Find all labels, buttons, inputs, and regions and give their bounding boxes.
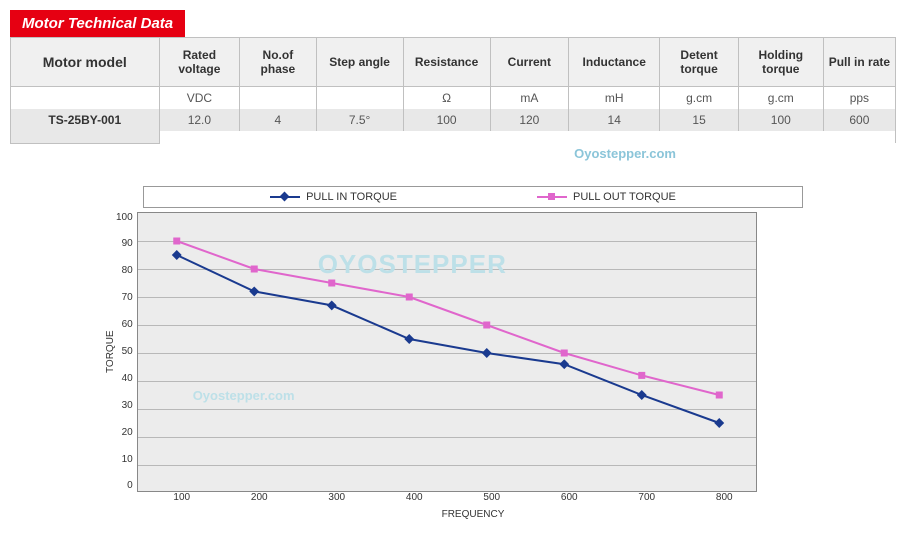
col-header: Motor model: [11, 38, 160, 87]
data-cell: 14: [569, 109, 660, 131]
watermark-text: Oyostepper.com: [10, 146, 896, 161]
col-header: Current: [490, 38, 569, 87]
col-header: Resistance: [403, 38, 490, 87]
y-axis-ticks: 1009080706050403020100: [116, 212, 137, 492]
data-cell: 120: [490, 109, 569, 131]
chart-legend: PULL IN TORQUE PULL OUT TORQUE: [143, 186, 803, 208]
unit-cell: mH: [569, 87, 660, 110]
unit-cell: g.cm: [738, 87, 823, 110]
unit-cell: mA: [490, 87, 569, 110]
col-header: Inductance: [569, 38, 660, 87]
unit-cell: pps: [823, 87, 895, 110]
col-header: Rated voltage: [159, 38, 240, 87]
plot-area: OYOSTEPPER Oyostepper.com: [137, 212, 757, 492]
torque-chart: PULL IN TORQUE PULL OUT TORQUE TORQUE 100…: [103, 186, 803, 520]
x-axis-label: FREQUENCY: [143, 509, 803, 520]
unit-cell: [240, 87, 316, 110]
unit-cell: VDC: [159, 87, 240, 110]
section-header: Motor Technical Data: [10, 10, 185, 37]
data-cell: 600: [823, 109, 895, 131]
unit-cell: Ω: [403, 87, 490, 110]
col-header: Step angle: [316, 38, 403, 87]
unit-cell: [316, 87, 403, 110]
unit-cell: [11, 87, 160, 110]
col-header: No.of phase: [240, 38, 316, 87]
data-cell: 100: [403, 109, 490, 131]
data-cell: 7.5°: [316, 109, 403, 131]
legend-item: PULL OUT TORQUE: [537, 191, 676, 203]
y-axis-label: TORQUE: [103, 212, 116, 492]
data-cell: 100: [738, 109, 823, 131]
data-cell: 4: [240, 109, 316, 131]
x-axis-ticks: 100200300400500600700800: [143, 492, 763, 503]
col-header: Holding torque: [738, 38, 823, 87]
legend-item: PULL IN TORQUE: [270, 191, 397, 203]
data-cell: 12.0: [159, 109, 240, 131]
motor-data-table: Motor modelRated voltageNo.of phaseStep …: [10, 37, 896, 144]
col-header: Pull in rate: [823, 38, 895, 87]
data-cell: TS-25BY-001: [11, 109, 160, 131]
unit-cell: g.cm: [660, 87, 739, 110]
data-cell: 15: [660, 109, 739, 131]
col-header: Detent torque: [660, 38, 739, 87]
